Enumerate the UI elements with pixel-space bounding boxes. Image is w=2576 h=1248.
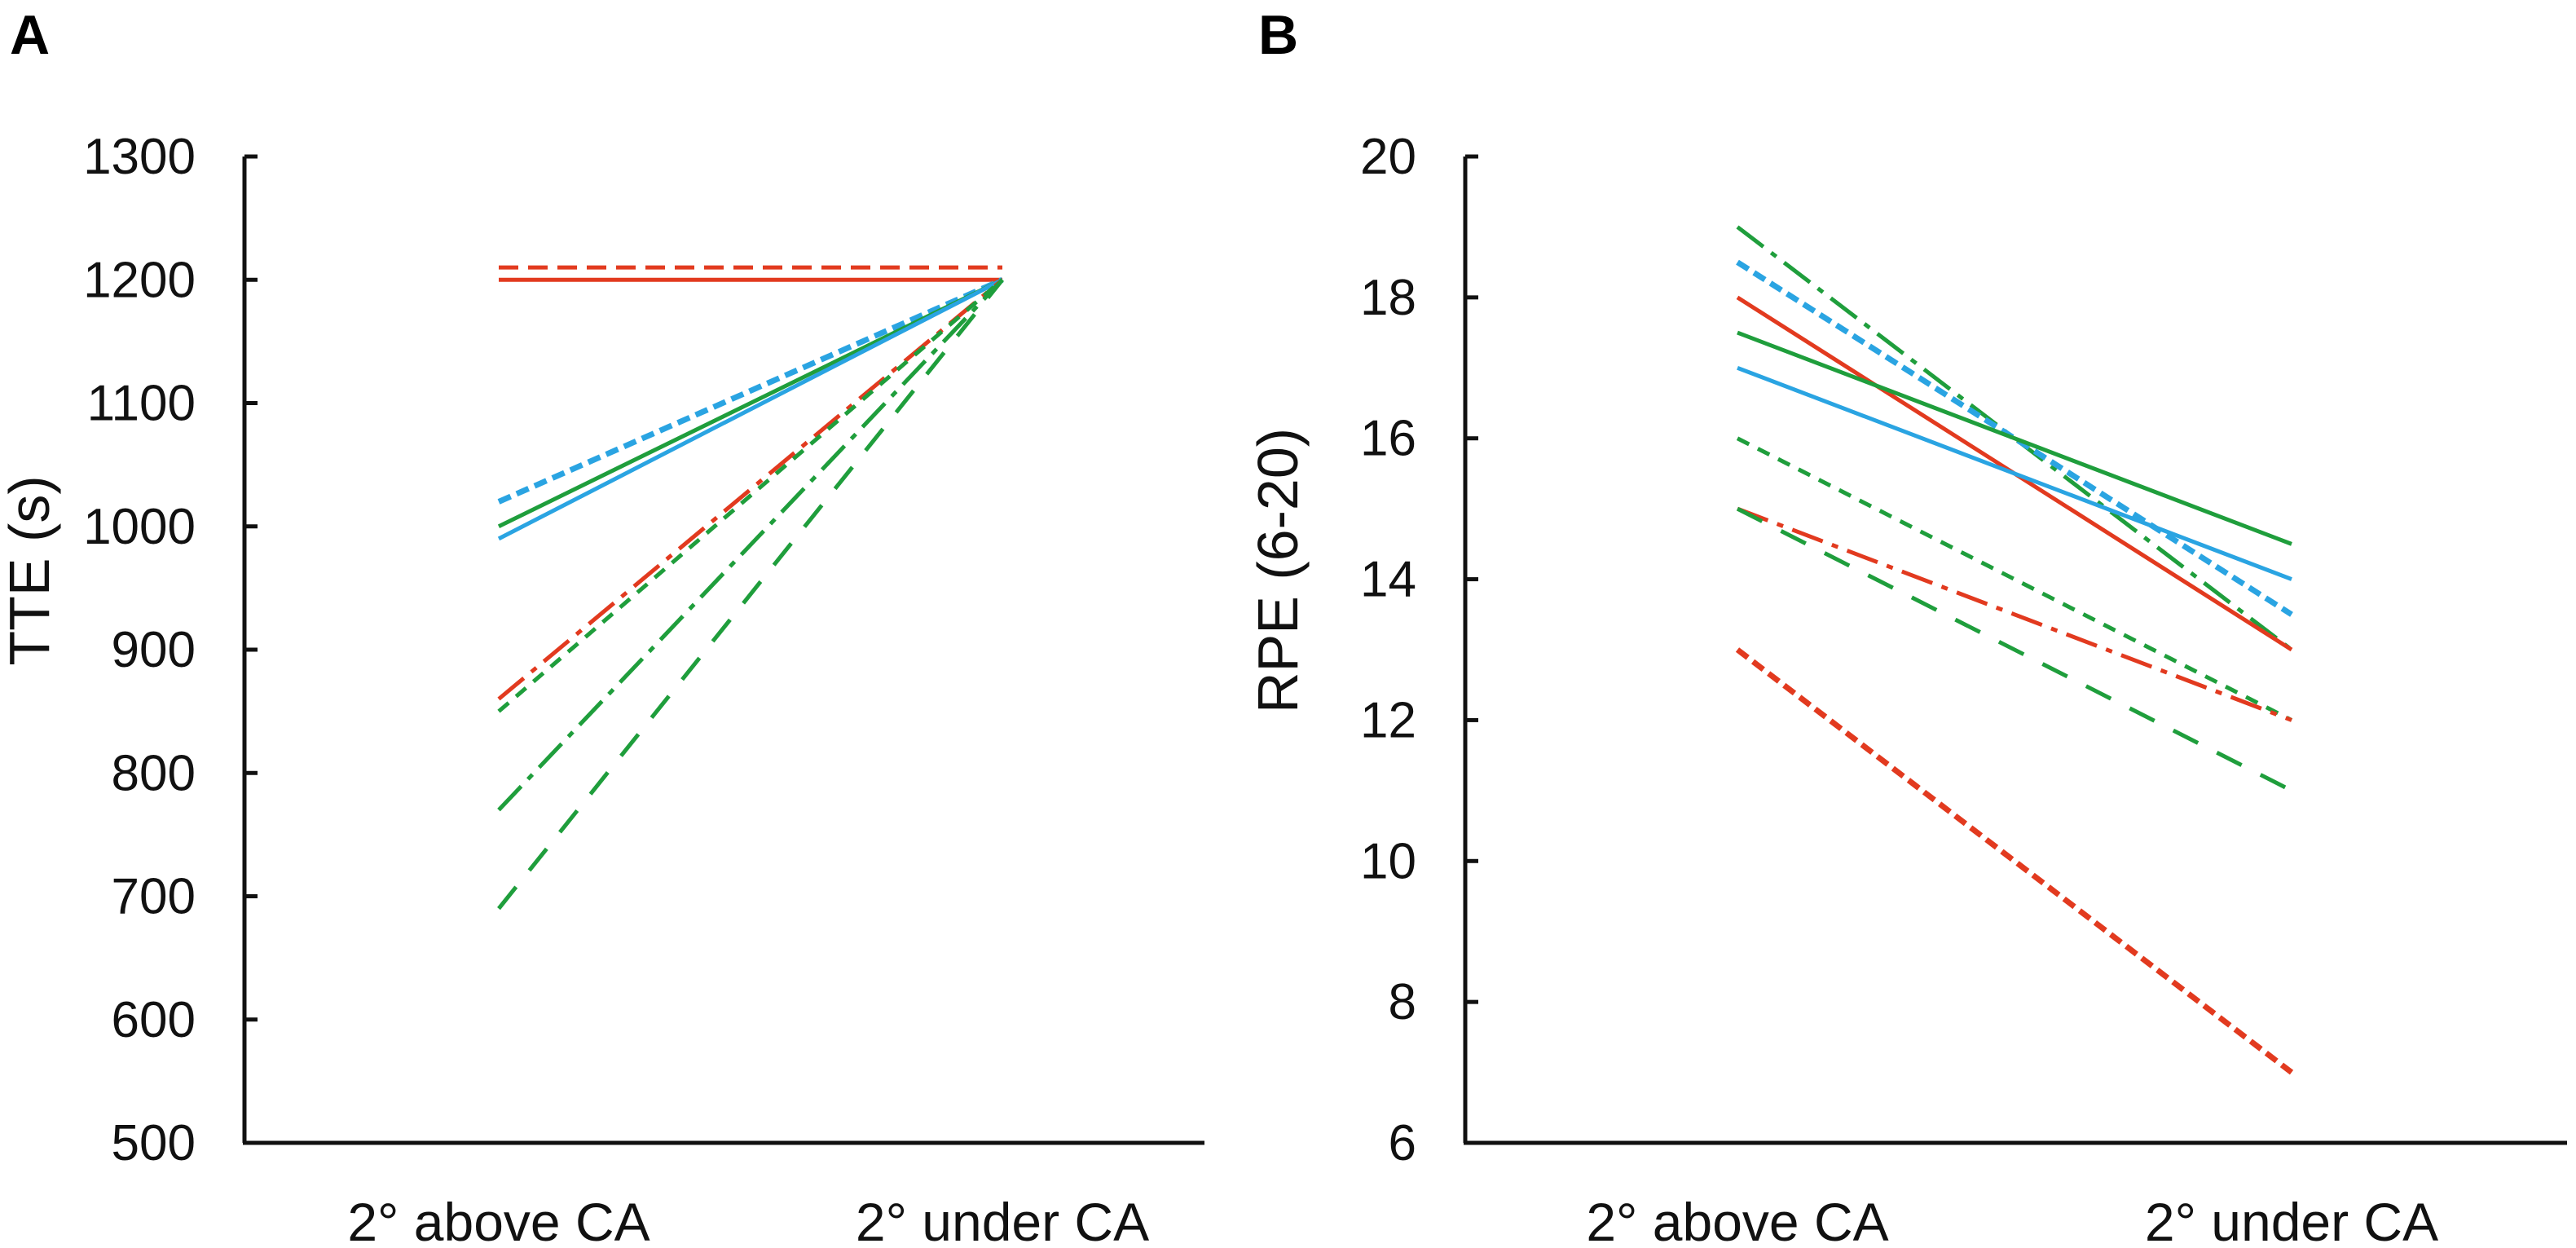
panel-a-x-label-under: 2° under CA: [856, 1192, 1149, 1248]
y-tick-label: 6: [1389, 1115, 1416, 1171]
y-tick-label: 1300: [83, 129, 196, 185]
y-tick-label: 700: [112, 869, 196, 925]
y-tick-label: 1200: [83, 252, 196, 308]
y-tick-label: 20: [1360, 129, 1416, 185]
panel-a-y-axis-title: TTE (s): [0, 475, 61, 665]
panel-a-x-label-above: 2° above CA: [347, 1192, 650, 1248]
y-tick-label: 14: [1360, 552, 1416, 608]
panel-b-series: [1735, 225, 2294, 1075]
panel-b-y-ticks: 6 8 10 12 14 16 18 20: [1360, 129, 1478, 1171]
panel-b-x-label-under: 2° under CA: [2145, 1192, 2438, 1248]
panel-a: A TTE (s) 500 600 700 800 900 1000 1100 1200 130…: [0, 4, 1204, 1248]
y-tick-label: 500: [112, 1115, 196, 1171]
series-line-green-dotted: [1736, 436, 2293, 722]
series-line-green-long-dash: [1736, 506, 2293, 793]
y-tick-label: 900: [112, 622, 196, 678]
series-line-blue-solid: [1737, 365, 2292, 581]
y-tick-label: 800: [112, 745, 196, 801]
panel-b-letter: B: [1258, 4, 1298, 66]
y-tick-label: 18: [1360, 270, 1416, 326]
series-line-red-dash-dot: [1737, 506, 2292, 722]
y-tick-label: 1000: [83, 499, 196, 555]
panel-a-series: [497, 265, 1004, 911]
series-line-green-dotted: [497, 278, 1004, 713]
panel-a-y-ticks: 500 600 700 800 900 1000 1100 1200 1300: [83, 129, 258, 1171]
series-line-blue-solid: [497, 278, 1004, 541]
y-tick-label: 12: [1360, 692, 1416, 748]
series-line-green-long-dash: [497, 278, 1004, 911]
series-line-blue-dashed: [497, 277, 1004, 505]
series-line-green-dash-dot: [497, 278, 1004, 812]
y-tick-label: 16: [1360, 411, 1416, 467]
series-line-green-solid: [1737, 330, 2292, 546]
panel-a-letter: A: [10, 4, 50, 66]
series-line-red-dashed: [1735, 647, 2294, 1075]
y-tick-label: 10: [1360, 833, 1416, 889]
y-tick-label: 8: [1389, 974, 1416, 1030]
panel-b-x-label-above: 2° above CA: [1586, 1192, 1888, 1248]
series-line-blue-dashed: [1736, 259, 2293, 617]
panel-b-y-axis-title: RPE (6-20): [1246, 428, 1310, 713]
y-tick-label: 600: [112, 992, 196, 1048]
y-tick-label: 1100: [87, 376, 196, 432]
